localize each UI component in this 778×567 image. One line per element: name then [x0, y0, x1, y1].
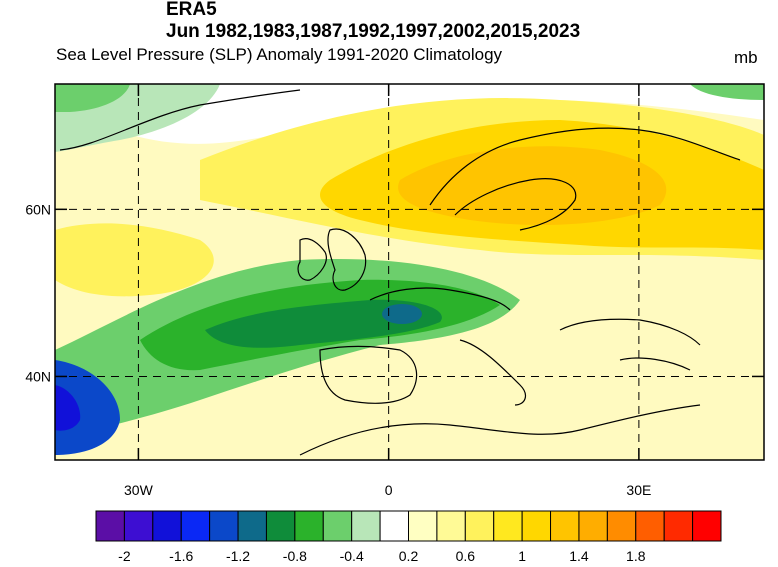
colorbar-swatch [379, 510, 410, 542]
africa-coast [299, 404, 701, 456]
colorbar-swatch [209, 510, 239, 542]
anomaly-field [55, 84, 764, 460]
colorbar-swatch [322, 510, 353, 542]
coastlines [59, 89, 741, 456]
colorbar-swatch [606, 510, 637, 542]
colorbar-swatch [180, 510, 211, 542]
field-green-northwest-core [55, 84, 130, 112]
lon-tick-label: 0 [385, 482, 393, 498]
field-yellow-west [55, 223, 214, 297]
lat-tick-label: 60N [25, 201, 51, 217]
colorbar-tick-label: -0.4 [340, 548, 364, 564]
colorbar-swatch [521, 510, 552, 542]
colorbar-swatch [550, 510, 580, 542]
colorbar-swatch [237, 510, 267, 542]
britain-coast [327, 228, 367, 291]
map-subtitle: Sea Level Pressure (SLP) Anomaly 1991-20… [56, 45, 503, 64]
lon-tick-label: 30W [124, 482, 154, 498]
italy-coast [459, 339, 527, 406]
colorbar-swatch [493, 510, 523, 542]
field-green-northeast [690, 84, 764, 100]
dataset-title: ERA5 [166, 0, 217, 20]
field-bay-of-biscay-min [382, 304, 422, 324]
colorbar-tick-label: 0.2 [399, 548, 419, 564]
ireland-coast [297, 238, 327, 281]
units-label: mb [734, 48, 758, 67]
colorbar-swatch [123, 510, 154, 542]
baltic-coast [454, 178, 577, 231]
colorbar-tick-label: 1 [518, 548, 526, 564]
greenland-coast [59, 89, 301, 151]
lon-tick-label: 30E [626, 482, 651, 498]
lat-tick-label: 40N [25, 368, 51, 384]
colorbar-swatch [663, 510, 694, 542]
france-coast [369, 287, 511, 311]
period-title: Jun 1982,1983,1987,1992,1997,2002,2015,2… [166, 21, 581, 42]
colorbar-swatch [464, 510, 495, 542]
colorbar-tick-label: -1.2 [226, 548, 250, 564]
colorbar: -2 -1.6 -1.2 -0.8 -0.4 0.2 0.6 1 1.4 1.8 [95, 510, 722, 564]
colorbar-swatch [152, 510, 182, 542]
field-zero-north [55, 84, 764, 144]
iberia-coast [319, 345, 418, 404]
turkey-coast [619, 357, 691, 371]
colorbar-swatch [408, 510, 438, 542]
graticule [55, 84, 764, 460]
colorbar-tick-label: 0.6 [456, 548, 476, 564]
colorbar-swatch [265, 510, 296, 542]
colorbar-tick-label: -2 [118, 548, 131, 564]
colorbar-tick-label: 1.4 [569, 548, 589, 564]
colorbar-tick-label: 1.8 [626, 548, 646, 564]
field-blue-southwest [55, 360, 120, 455]
black-sea-coast [559, 318, 701, 346]
colorbar-swatch [351, 510, 381, 542]
colorbar-tick-label: -0.8 [283, 548, 307, 564]
colorbar-swatch [578, 510, 608, 542]
colorbar-tick-label: -1.6 [169, 548, 193, 564]
colorbar-swatch [436, 510, 466, 542]
field-blue-core [55, 385, 81, 431]
scandinavia-coast [429, 127, 741, 206]
colorbar-swatch [95, 510, 125, 542]
colorbar-swatch [294, 510, 324, 542]
axis-labels: 60N 40N 30W 0 30E [25, 201, 651, 498]
colorbar-swatch [635, 510, 665, 542]
map-frame [54, 83, 765, 461]
colorbar-swatch [692, 510, 722, 542]
